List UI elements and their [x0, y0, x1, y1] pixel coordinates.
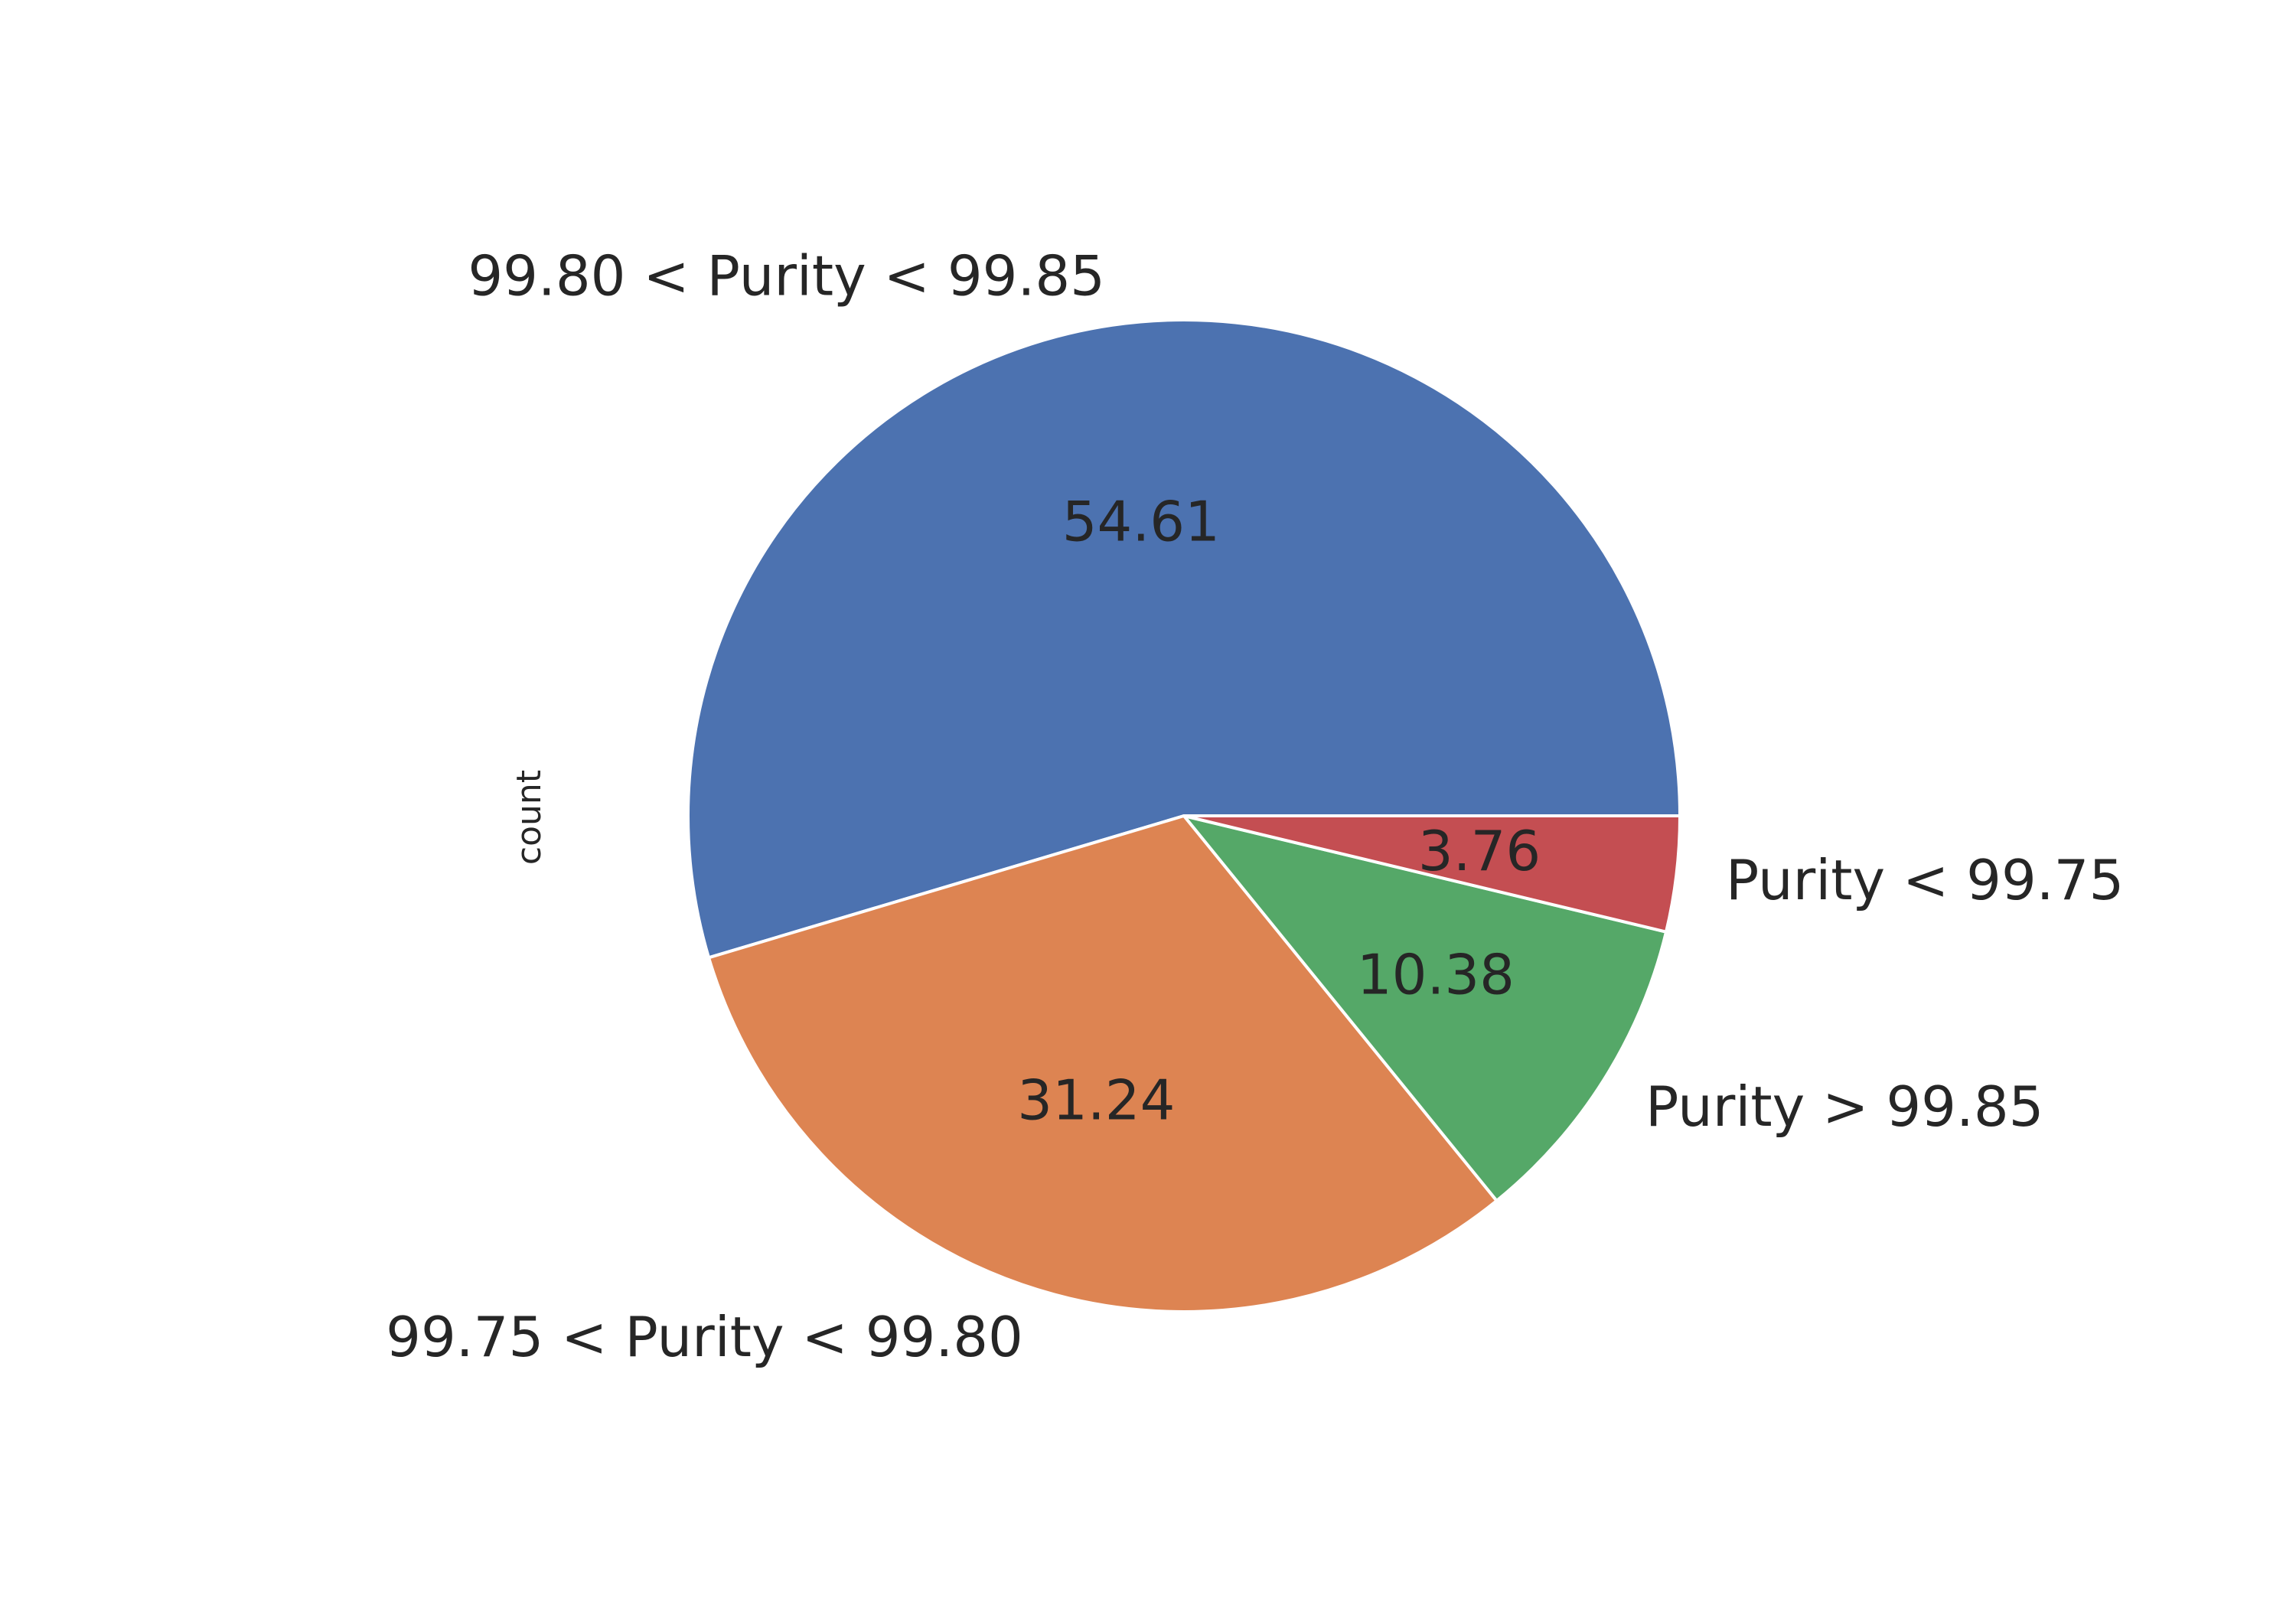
slice-category-label: 99.75 < Purity < 99.80	[386, 1305, 1023, 1369]
pie-slice	[1182, 814, 1668, 1202]
slice-category-label: 99.80 < Purity < 99.85	[468, 244, 1105, 308]
pie-slice	[1182, 814, 1681, 934]
slice-value-label: 10.38	[1357, 942, 1515, 1006]
slice-category-label: Purity > 99.85	[1645, 1075, 2043, 1139]
y-axis-label: count	[510, 770, 549, 865]
pie-slice	[687, 318, 1681, 960]
percentage-labels: 54.61 31.24 10.38 3.76	[1017, 489, 1541, 1132]
pie-slice	[707, 814, 1499, 1313]
category-labels: 99.80 < Purity < 99.85 99.75 < Purity < 9…	[386, 244, 2124, 1369]
slice-category-label: Purity < 99.75	[1726, 848, 2124, 912]
pie-slices	[687, 318, 1681, 1313]
slice-value-label: 3.76	[1418, 819, 1541, 883]
slice-value-label: 54.61	[1062, 489, 1220, 553]
slice-value-label: 31.24	[1017, 1068, 1175, 1133]
